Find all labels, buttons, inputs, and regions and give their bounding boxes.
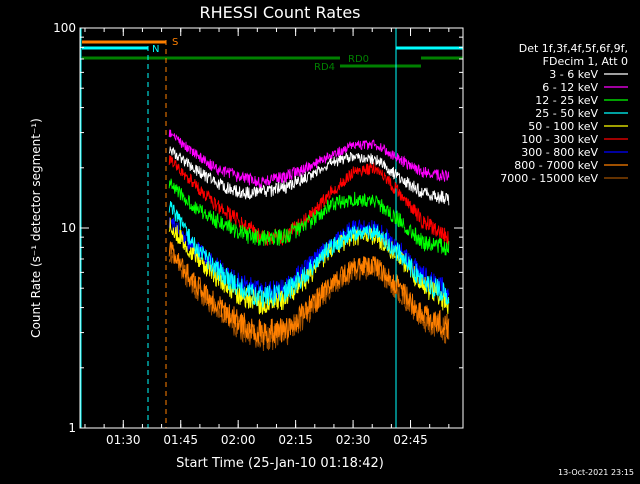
axes-frame: 1 10 100 01:30 01:45 02:00 02:15 02:30 02:45 bbox=[53, 21, 464, 447]
annotation-rd0: RD0 bbox=[348, 54, 369, 65]
x-tick-label: 02:15 bbox=[278, 433, 313, 447]
legend-label: 3 - 6 keV bbox=[549, 68, 598, 81]
series-line-3-6kev bbox=[168, 146, 450, 206]
legend-label: 7000 - 15000 keV bbox=[500, 172, 598, 185]
x-tick-label: 01:45 bbox=[163, 433, 198, 447]
annotation-n: N bbox=[152, 44, 159, 55]
x-tick-label: 02:00 bbox=[221, 433, 256, 447]
y-tick-label: 10 bbox=[61, 221, 76, 235]
legend-label: 100 - 300 keV bbox=[521, 133, 598, 146]
timestamp: 13-Oct-2021 23:15 bbox=[558, 468, 634, 477]
series-line-6-12kev bbox=[168, 129, 450, 190]
legend-label: 800 - 7000 keV bbox=[514, 159, 598, 172]
legend: Det 1f,3f,4f,5f,6f,9f, FDecim 1, Att 0 3… bbox=[500, 42, 628, 185]
series-line-12-25kev bbox=[168, 178, 450, 256]
x-axis-label: Start Time (25-Jan-10 01:18:42) bbox=[176, 456, 384, 471]
y-axis-label: Count Rate (s⁻¹ detector segment⁻¹) bbox=[29, 118, 43, 338]
legend-label: 12 - 25 keV bbox=[535, 94, 598, 107]
legend-label: 6 - 12 keV bbox=[542, 81, 598, 94]
legend-label: 25 - 50 keV bbox=[535, 107, 598, 120]
legend-label: 50 - 100 keV bbox=[528, 120, 598, 133]
series-line-100-300kev bbox=[168, 155, 450, 246]
legend-header-line-2: FDecim 1, Att 0 bbox=[543, 55, 628, 68]
x-tick-label: 01:30 bbox=[106, 433, 141, 447]
series-line-800-7000kev bbox=[168, 240, 450, 346]
x-tick-label: 02:45 bbox=[393, 433, 428, 447]
annotation-s: S bbox=[172, 37, 178, 48]
annotation-rd4: RD4 bbox=[314, 62, 335, 73]
chart-title: RHESSI Count Rates bbox=[200, 3, 361, 22]
y-tick-label: 1 bbox=[68, 421, 76, 435]
legend-header-line-1: Det 1f,3f,4f,5f,6f,9f, bbox=[519, 42, 628, 55]
legend-label: 300 - 800 keV bbox=[521, 146, 598, 159]
y-tick-label: 100 bbox=[53, 21, 76, 35]
x-tick-label: 02:30 bbox=[336, 433, 371, 447]
series-line-25-50kev bbox=[168, 201, 450, 308]
